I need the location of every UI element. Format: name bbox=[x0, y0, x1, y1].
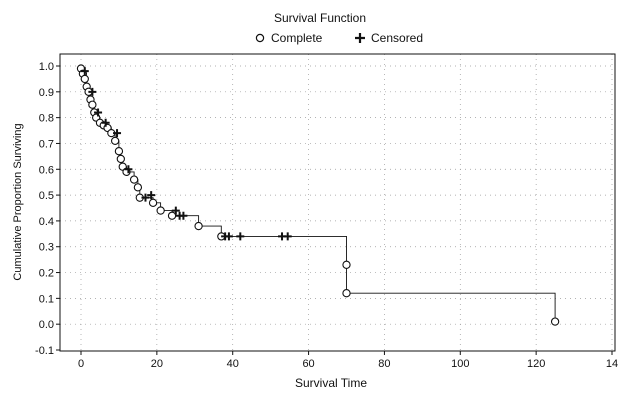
censored-point bbox=[147, 191, 156, 200]
censored-point bbox=[171, 206, 180, 215]
y-tick-label: 0.3 bbox=[39, 242, 54, 254]
complete-point bbox=[156, 206, 165, 215]
x-tick-label: 0 bbox=[78, 358, 84, 370]
x-axis-label: Survival Time bbox=[295, 376, 367, 390]
y-tick-label: 0.6 bbox=[39, 164, 54, 176]
y-tick-label: -0.1 bbox=[35, 345, 54, 357]
chart-title: Survival Function bbox=[274, 11, 366, 25]
censored-point bbox=[80, 67, 89, 76]
legend-complete-marker bbox=[255, 33, 265, 43]
complete-point bbox=[148, 198, 158, 207]
legend-censored-label: Censored bbox=[371, 31, 423, 45]
censored-point bbox=[283, 232, 292, 241]
y-tick-label: 0.4 bbox=[39, 216, 54, 228]
censored-point bbox=[124, 165, 133, 174]
complete-point bbox=[133, 183, 143, 192]
censored-point bbox=[101, 118, 110, 127]
complete-point bbox=[167, 211, 177, 220]
complete-point bbox=[342, 260, 351, 269]
complete-point bbox=[194, 221, 203, 231]
x-tick-label: 120 bbox=[527, 358, 545, 370]
complete-point bbox=[114, 147, 124, 156]
x-tick-label: 60 bbox=[302, 358, 314, 370]
grid bbox=[60, 54, 615, 351]
legend: Complete Censored bbox=[255, 31, 423, 45]
plot-frame bbox=[59, 53, 616, 352]
censored-point bbox=[94, 108, 103, 117]
complete-point bbox=[80, 74, 89, 84]
censored-points bbox=[80, 67, 292, 241]
censored-point bbox=[113, 129, 122, 138]
y-axis-ticks: 1.0 0.9 0.8 0.7 0.6 0.5 0.4 0.3 0.2 0.1 0.0 -0.1 bbox=[35, 61, 60, 357]
complete-point bbox=[88, 100, 97, 109]
complete-point bbox=[342, 289, 351, 298]
complete-point bbox=[116, 154, 125, 164]
censored-point bbox=[236, 232, 245, 241]
censored-point bbox=[179, 211, 188, 220]
censored-point bbox=[88, 87, 97, 96]
x-tick-label: 40 bbox=[227, 358, 239, 370]
censored-point bbox=[141, 193, 150, 202]
x-tick-label: 100 bbox=[451, 358, 469, 370]
y-tick-label: 0.7 bbox=[39, 138, 54, 150]
complete-point bbox=[110, 136, 120, 146]
x-tick-label: 14 bbox=[606, 358, 618, 370]
y-tick-label: 0.5 bbox=[39, 190, 54, 202]
legend-censored-marker bbox=[355, 33, 365, 43]
x-tick-label: 80 bbox=[378, 358, 390, 370]
y-tick-label: 0.2 bbox=[39, 268, 54, 280]
x-tick-label: 20 bbox=[151, 358, 163, 370]
legend-complete-label: Complete bbox=[271, 31, 323, 45]
y-tick-label: 0.0 bbox=[39, 319, 54, 331]
y-tick-label: 0.1 bbox=[39, 293, 54, 305]
complete-point bbox=[129, 175, 139, 184]
complete-point bbox=[550, 317, 560, 326]
y-tick-label: 1.0 bbox=[39, 61, 54, 73]
x-axis-ticks: 0 20 40 60 80 100 120 14 bbox=[78, 351, 618, 370]
y-axis-label: Cumulative Proportion Surviving bbox=[12, 123, 24, 280]
y-tick-label: 0.8 bbox=[39, 113, 54, 125]
censored-point bbox=[224, 232, 233, 241]
y-tick-label: 0.9 bbox=[39, 87, 54, 99]
